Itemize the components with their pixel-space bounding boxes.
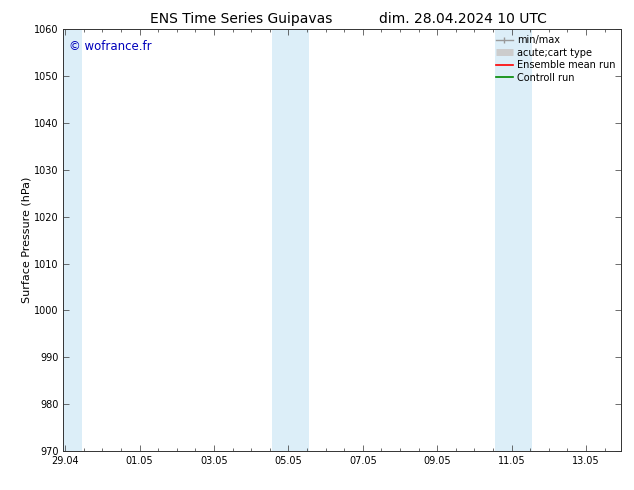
Y-axis label: Surface Pressure (hPa): Surface Pressure (hPa)	[21, 177, 31, 303]
Bar	[514, 29, 532, 451]
Text: dim. 28.04.2024 10 UTC: dim. 28.04.2024 10 UTC	[379, 12, 547, 26]
Bar	[63, 29, 82, 451]
Legend: min/max, acute;cart type, Ensemble mean run, Controll run: min/max, acute;cart type, Ensemble mean …	[493, 32, 618, 85]
Text: ENS Time Series Guipavas: ENS Time Series Guipavas	[150, 12, 332, 26]
Bar	[290, 29, 309, 451]
Bar	[272, 29, 290, 451]
Bar	[495, 29, 514, 451]
Text: © wofrance.fr: © wofrance.fr	[69, 40, 152, 53]
